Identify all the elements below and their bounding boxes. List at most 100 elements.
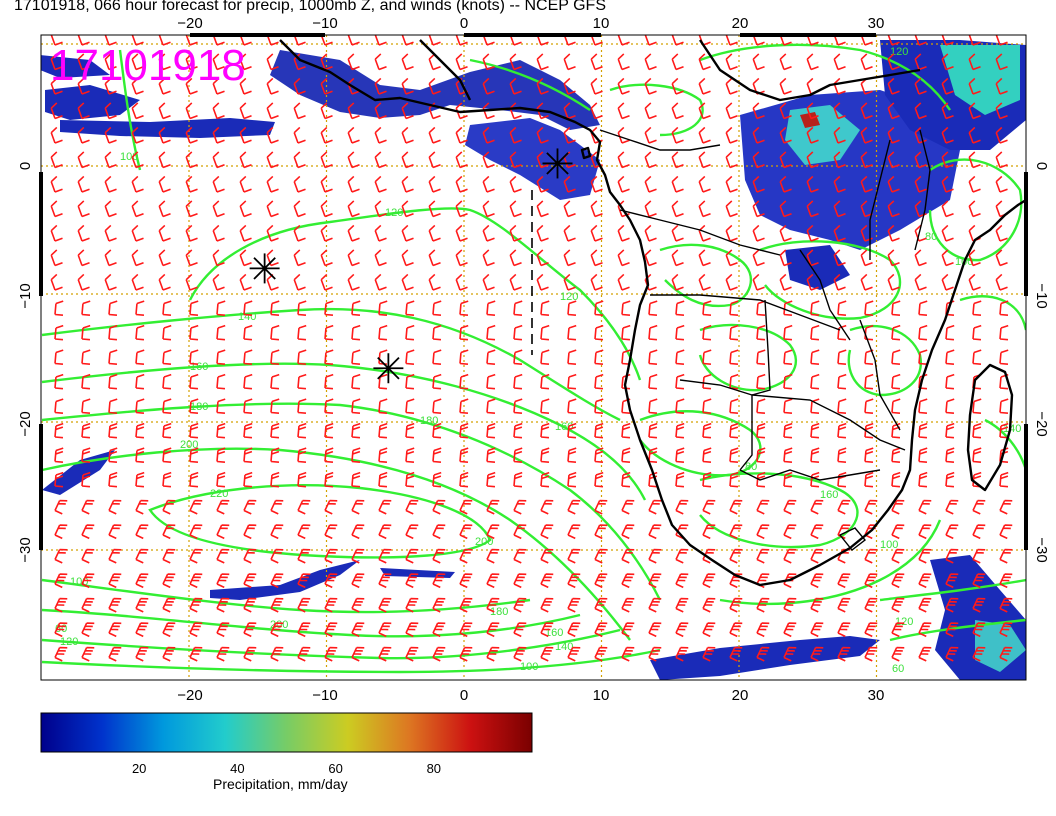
wind-barb <box>189 422 199 439</box>
wind-barb <box>887 273 900 291</box>
wind-barb <box>648 373 658 390</box>
wind-barb <box>482 126 495 144</box>
wind-barb <box>104 273 117 291</box>
contour-label: 200 <box>270 619 288 631</box>
wind-barb <box>189 471 199 488</box>
wind-barb <box>536 53 549 71</box>
wind-barb <box>158 151 171 169</box>
wind-barb <box>725 224 738 242</box>
wind-barb <box>297 646 311 662</box>
wind-barb <box>347 102 360 120</box>
date-stamp: 17101918 <box>50 41 246 90</box>
wind-barb <box>540 300 550 316</box>
contour-label: 200 <box>475 536 493 548</box>
wind-barb <box>351 646 365 662</box>
wind-barb <box>432 524 446 540</box>
wind-barb <box>698 273 711 291</box>
wind-barb <box>428 126 441 144</box>
wind-barb <box>675 398 685 414</box>
frame-ticks <box>39 33 1028 550</box>
wind-barb <box>158 126 171 144</box>
wind-barb <box>729 524 743 540</box>
wind-barb <box>860 249 873 267</box>
wind-barb <box>81 548 95 564</box>
wind-barb <box>648 597 662 613</box>
wind-barb <box>270 471 280 488</box>
wind-barb <box>837 422 847 439</box>
wind-barb <box>104 35 117 46</box>
wind-barb <box>77 102 90 120</box>
wind-barb <box>455 224 468 242</box>
wind-barb <box>702 324 712 341</box>
wind-barb <box>540 471 550 488</box>
wind-barb <box>891 300 901 316</box>
wind-barb <box>50 77 63 95</box>
wind-barb <box>459 398 469 414</box>
wind-barb <box>887 151 900 169</box>
wind-barb <box>297 524 311 540</box>
contour-label: 220 <box>210 488 228 500</box>
wind-barb <box>567 324 577 341</box>
wind-barb <box>941 126 954 144</box>
wind-barb <box>347 35 360 46</box>
wind-barb <box>648 622 662 638</box>
wind-barb <box>513 300 523 316</box>
wind-barb <box>995 102 1008 120</box>
wind-barb <box>486 422 496 439</box>
lon-tick-label: 30 <box>868 15 885 32</box>
wind-barb <box>513 597 527 613</box>
wind-barb <box>729 471 739 488</box>
wind-barb <box>405 324 415 341</box>
wind-barb <box>671 35 684 46</box>
wind-barb <box>459 499 473 515</box>
wind-barb <box>810 622 824 638</box>
wind-barb <box>860 175 873 193</box>
wind-barb <box>243 324 253 341</box>
wind-barb <box>239 273 252 291</box>
wind-barb <box>216 471 226 488</box>
wind-barb <box>324 422 334 439</box>
wind-barb <box>968 77 981 95</box>
wind-barb <box>617 102 630 120</box>
wind-barb <box>432 573 446 589</box>
wind-barb <box>617 53 630 71</box>
wind-barb <box>162 349 172 365</box>
wind-barb <box>459 622 473 638</box>
wind-barb <box>887 35 900 46</box>
wind-barb <box>752 273 765 291</box>
contour-label: 100 <box>880 539 898 551</box>
wind-barb <box>131 53 144 71</box>
wind-barb <box>968 200 981 218</box>
wind-barb <box>702 646 716 662</box>
wind-barb <box>972 524 986 540</box>
wind-barb <box>131 200 144 218</box>
wind-barb <box>860 102 873 120</box>
wind-barb <box>887 200 900 218</box>
wind-barb <box>617 224 630 242</box>
wind-barb <box>864 447 874 463</box>
wind-barb <box>320 77 333 95</box>
wind-barb <box>806 126 819 144</box>
wind-barb <box>432 548 446 564</box>
wind-barb <box>675 349 685 365</box>
wind-barb <box>297 597 311 613</box>
colorbar-ticks: 20 40 60 80 <box>132 761 441 776</box>
wind-barb <box>108 398 118 414</box>
wind-barb <box>50 224 63 242</box>
wind-barb <box>189 300 199 316</box>
wind-barb <box>270 373 280 390</box>
wind-barb <box>293 126 306 144</box>
contour-label: 100 <box>520 661 538 673</box>
wind-barb <box>941 151 954 169</box>
contour-180 <box>41 402 662 601</box>
wind-barb <box>270 622 284 638</box>
wind-barb <box>671 151 684 169</box>
wind-barb <box>540 622 554 638</box>
wind-barb <box>995 151 1008 169</box>
wind-barb <box>918 499 932 515</box>
wind-barb <box>320 126 333 144</box>
wind-barb <box>324 499 338 515</box>
wind-barb <box>81 422 91 439</box>
wind-barb <box>216 349 226 365</box>
precip-atlantic-nw <box>45 85 140 120</box>
